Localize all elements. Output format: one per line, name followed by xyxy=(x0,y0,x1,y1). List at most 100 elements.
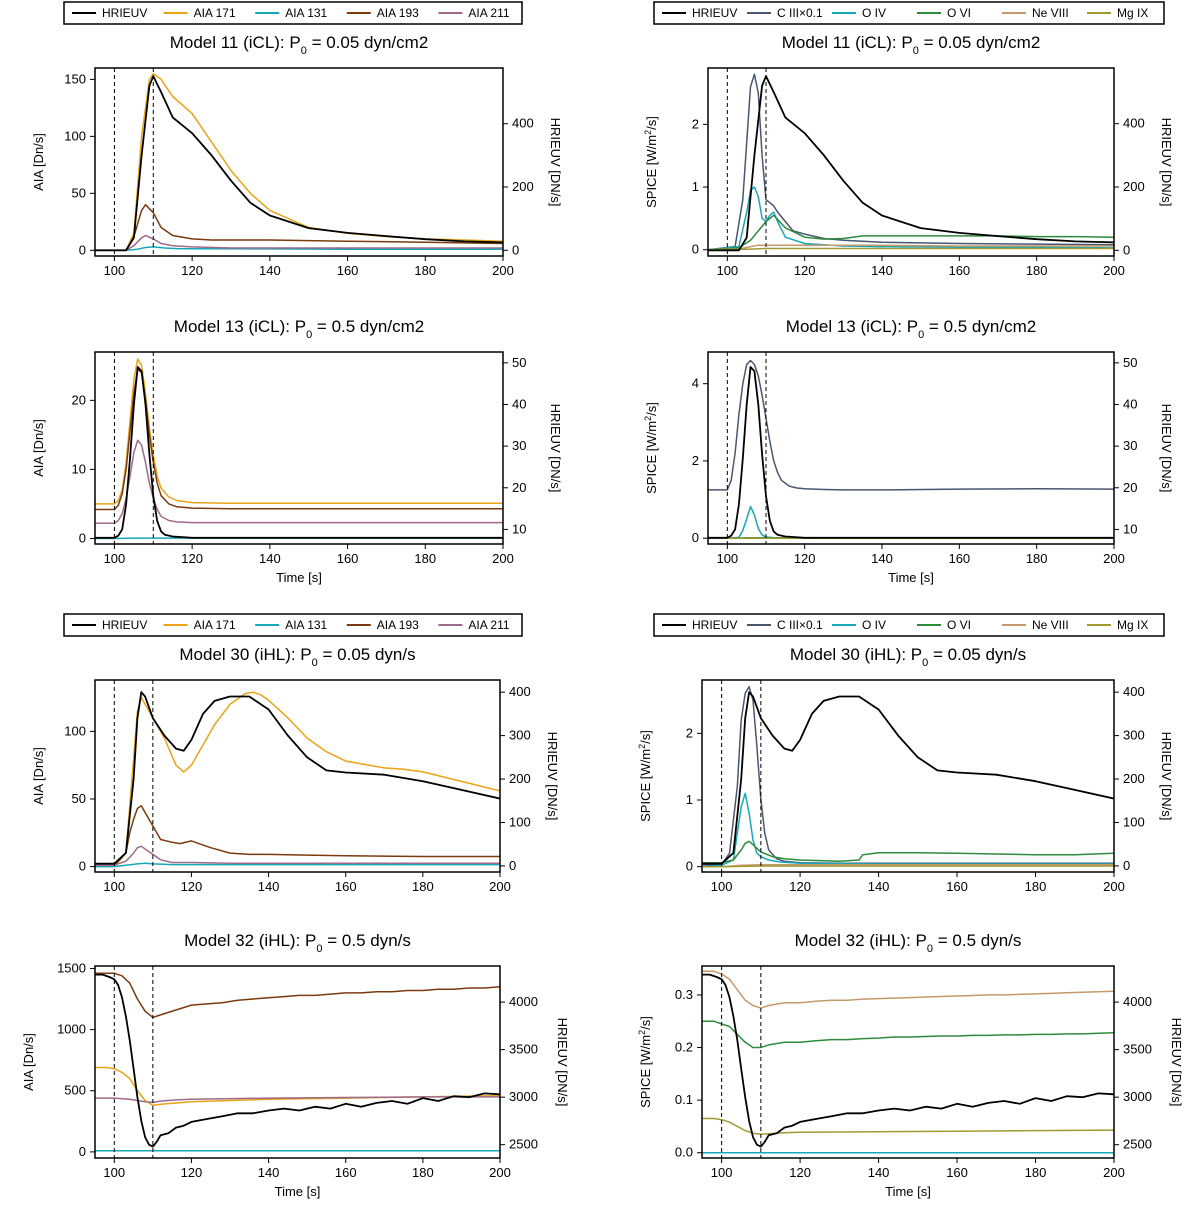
series-line-c-iii-0-1 xyxy=(702,685,1114,866)
y2-axis-label: HRIEUV [DN/s] xyxy=(1159,732,1174,821)
chart-title-sub: 0 xyxy=(306,329,312,341)
x-tick-label: 180 xyxy=(412,1165,434,1180)
series-line-aia-171 xyxy=(95,358,503,505)
y-axis-label-part: 2 xyxy=(637,1030,647,1035)
y-axis-label-part: SPICE [W/m xyxy=(638,749,653,822)
x-tick-label: 140 xyxy=(868,1165,890,1180)
y2-tick-label: 200 xyxy=(1123,771,1145,786)
legend-frame xyxy=(653,1,1165,25)
y-tick-label: 100 xyxy=(64,128,86,143)
chart-title-main: Model 13 (iCL): P xyxy=(786,317,918,336)
chart-title-main: Model 11 (iCL): P xyxy=(170,33,301,52)
y2-tick-label: 4000 xyxy=(1123,994,1152,1009)
chart-title-sub: 0 xyxy=(301,45,307,57)
y2-tick-label: 50 xyxy=(1123,355,1137,370)
series-line-hrieuv xyxy=(95,973,500,1148)
series-line-aia-193 xyxy=(95,368,503,511)
x-tick-label: 120 xyxy=(789,879,811,894)
legend-entry: AIA 211 xyxy=(468,6,509,20)
y-tick-label: 1500 xyxy=(57,960,86,975)
legend-entry: AIA 193 xyxy=(377,6,419,20)
x-tick-label: 180 xyxy=(1026,551,1048,566)
y-tick-label: 2 xyxy=(692,453,699,468)
chart-title-rest: = 0.05 dyn/cm2 xyxy=(919,33,1040,52)
y2-tick-label: 30 xyxy=(512,438,526,453)
y-axis-label-part: AIA [Dn/s] xyxy=(31,747,46,805)
series-line-o-vi xyxy=(702,1020,1114,1049)
y-axis-label-part: AIA [Dn/s] xyxy=(31,419,46,477)
series-line-c-iii-0-1 xyxy=(708,359,1114,491)
chart-title-rest: = 0.5 dyn/s xyxy=(323,931,411,950)
chart-title: Model 30 (iHL): P0 = 0.05 dyn/s xyxy=(790,645,1026,669)
series-line-o-vi xyxy=(702,840,1114,864)
series-line-hrieuv xyxy=(702,973,1114,1148)
y2-tick-label: 10 xyxy=(512,521,526,536)
chart-title: Model 30 (iHL): P0 = 0.05 dyn/s xyxy=(179,645,415,669)
x-tick-label: 200 xyxy=(492,263,514,278)
chart-title: Model 13 (iCL): P0 = 0.5 dyn/cm2 xyxy=(786,317,1036,341)
x-axis-label: Time [s] xyxy=(276,570,322,585)
chart-title-main: Model 13 (iCL): P xyxy=(174,317,306,336)
y2-tick-label: 300 xyxy=(1123,728,1145,743)
y2-tick-label: 200 xyxy=(512,179,534,194)
legend-entry: HRIEUV xyxy=(102,618,147,632)
chart-title: Model 32 (iHL): P0 = 0.5 dyn/s xyxy=(795,931,1022,955)
x-tick-label: 200 xyxy=(1103,879,1125,894)
series-line-ne-viii xyxy=(702,970,1114,1009)
series-line-hrieuv xyxy=(95,691,500,865)
series-line-aia-211 xyxy=(95,1096,500,1104)
legend-entry: Mg IX xyxy=(1117,6,1148,20)
chart-title-rest: = 0.5 dyn/s xyxy=(933,931,1021,950)
series-line-aia-211 xyxy=(95,439,503,525)
y-axis-label-part: SPICE [W/m xyxy=(638,1035,653,1108)
x-tick-label: 180 xyxy=(414,263,436,278)
x-tick-label: 200 xyxy=(1103,263,1125,278)
x-tick-label: 200 xyxy=(1103,1165,1125,1180)
chart-title-main: Model 30 (iHL): P xyxy=(179,645,311,664)
y2-tick-label: 200 xyxy=(509,771,531,786)
series-line-aia-211 xyxy=(95,234,503,252)
y-tick-label: 2 xyxy=(686,725,693,740)
legend-entry: O VI xyxy=(947,6,971,20)
series-line-aia-131 xyxy=(95,862,500,868)
legend-entry: AIA 131 xyxy=(285,6,327,20)
y2-tick-label: 40 xyxy=(1123,396,1137,411)
y-tick-label: 1000 xyxy=(57,1022,86,1037)
y2-tick-label: 50 xyxy=(512,355,526,370)
legend-entry: Ne VIII xyxy=(1032,618,1069,632)
y-tick-label: 150 xyxy=(64,71,86,86)
y-axis-label-part: 2 xyxy=(637,744,647,749)
series-line-mg-ix xyxy=(702,865,1114,868)
y-axis-label-part: SPICE [W/m xyxy=(644,135,659,208)
x-tick-label: 100 xyxy=(104,263,126,278)
chart-title: Model 32 (iHL): P0 = 0.5 dyn/s xyxy=(184,931,411,955)
x-tick-label: 100 xyxy=(711,1165,733,1180)
x-tick-label: 160 xyxy=(337,551,359,566)
y-tick-label: 0 xyxy=(79,530,86,545)
x-tick-label: 120 xyxy=(181,879,203,894)
legend: HRIEUV C III×0.1 O IV O VI Ne VIII Mg IX xyxy=(653,613,1165,637)
y-tick-label: 0 xyxy=(79,1144,86,1159)
chart-title: Model 13 (iCL): P0 = 0.5 dyn/cm2 xyxy=(174,317,424,341)
y-tick-label: 1 xyxy=(692,179,699,194)
y2-tick-label: 400 xyxy=(512,116,534,131)
y2-axis-label: HRIEUV [DN/s] xyxy=(548,118,563,207)
y2-tick-label: 2500 xyxy=(509,1137,538,1152)
x-tick-label: 140 xyxy=(868,879,890,894)
series-line-aia-193 xyxy=(95,972,500,1019)
series-line-hrieuv xyxy=(95,75,503,252)
x-tick-label: 100 xyxy=(716,263,738,278)
x-tick-label: 120 xyxy=(181,263,203,278)
y2-tick-label: 300 xyxy=(509,728,531,743)
x-tick-label: 120 xyxy=(181,1165,203,1180)
legend-entry: HRIEUV xyxy=(102,6,147,20)
y-tick-label: 50 xyxy=(72,791,86,806)
x-tick-label: 160 xyxy=(946,879,968,894)
y-axis-label-part: SPICE [W/m xyxy=(644,421,659,494)
y-tick-label: 500 xyxy=(64,1083,86,1098)
x-tick-label: 160 xyxy=(335,1165,357,1180)
